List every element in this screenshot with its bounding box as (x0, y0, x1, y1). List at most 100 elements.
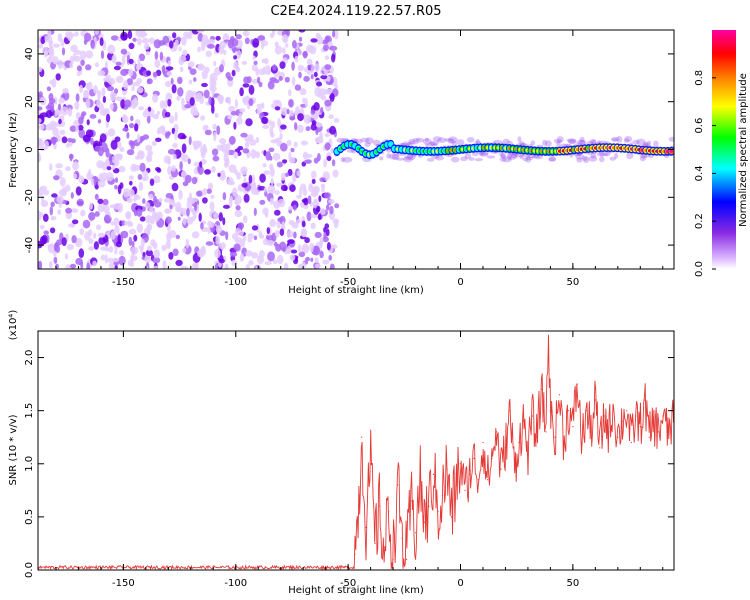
spectrogram-noise-blob (137, 86, 144, 94)
spectrogram-noise-blob (51, 78, 57, 88)
spectrogram-band-halo (336, 137, 345, 143)
spectrogram-noise-blob (289, 116, 296, 121)
spectrogram-noise-blob (191, 263, 197, 269)
snr-data-point (644, 399, 646, 401)
snr-data-point (666, 431, 668, 433)
spectrogram-noise-blob (320, 75, 328, 80)
snr-data-point (536, 436, 538, 438)
spectrogram-noise-blob (79, 84, 83, 94)
spectrogram-noise-blob (293, 141, 298, 148)
spectrogram-noise-blob (328, 199, 335, 204)
spectrogram-noise-blob (253, 207, 257, 216)
spectrogram-noise-blob (49, 163, 53, 171)
x-tick-label: 0 (457, 277, 463, 288)
spectrogram-noise-blob (126, 78, 133, 86)
snr-frame (37, 330, 675, 571)
spectrogram-noise-blob (299, 186, 303, 197)
figure-title: C2E4.2024.119.22.57.R05 (270, 4, 441, 19)
snr-data-point (657, 431, 659, 433)
spectrogram-noise-blob (298, 36, 303, 42)
spectrogram-noise-blob (207, 39, 215, 45)
spectrogram-noise-blob (170, 77, 174, 85)
spectrogram-noise-blob (286, 248, 292, 253)
spectrogram-band-halo (519, 154, 525, 160)
spectrogram-noise-blob (145, 51, 150, 56)
spectrogram-noise-blob (65, 207, 72, 214)
spectrogram-noise-blob (96, 160, 105, 169)
spectrogram-noise-blob (164, 131, 170, 139)
snr-data-point (612, 404, 614, 406)
spectrogram-noise-blob (222, 204, 231, 209)
spectrogram-noise-blob (313, 102, 320, 111)
spectrogram-noise-blob (38, 124, 45, 130)
spectrogram-noise-blob (181, 97, 185, 106)
spectrogram-band-halo (514, 153, 525, 158)
spectrogram-noise-blob (201, 34, 209, 45)
snr-series-line (38, 334, 674, 570)
snr-data-point (410, 500, 412, 502)
spectrogram-noise-blob (162, 260, 167, 269)
spectrogram-noise-blob (282, 159, 288, 164)
spectrogram-noise-blob (110, 91, 116, 102)
spectrogram-noise-blob (89, 114, 97, 119)
spectrogram-band-halo (556, 136, 564, 143)
spectrogram-noise-blob (305, 126, 311, 132)
spectrogram-noise-blob (163, 197, 172, 203)
spectrogram-noise-blob (180, 265, 189, 269)
spectrogram-noise-blob (153, 212, 158, 219)
snr-data-point (540, 388, 543, 390)
spectrogram-noise-blob (269, 197, 274, 205)
spectrogram-band-halo (450, 156, 460, 163)
spectrogram-noise-blob (276, 161, 283, 168)
spectrogram-noise-blob (163, 155, 171, 164)
spectrogram-noise-blob (237, 230, 244, 237)
spectrogram-noise-blob (272, 64, 277, 71)
spectrogram-noise-blob (157, 126, 165, 134)
spectrogram-noise-blob (121, 220, 126, 226)
spectrogram-band-halo (602, 153, 609, 157)
spectrogram-band-halo (582, 155, 588, 161)
spectrogram-noise-blob (70, 208, 79, 213)
spectrogram-noise-blob (319, 131, 323, 140)
spectrogram-noise-blob (298, 30, 306, 33)
spectrogram-noise-blob (244, 37, 250, 45)
spectrogram-noise-blob (135, 64, 142, 71)
snr-data-point (446, 468, 448, 470)
snr-data-point (354, 553, 356, 555)
snr-data-point (437, 511, 439, 513)
spectrogram-noise-blob (197, 249, 205, 258)
spectrogram-noise-blob (313, 245, 321, 256)
spectrogram-noise-blob (298, 251, 306, 258)
spectrogram-noise-blob (188, 79, 193, 85)
spectrogram-noise-blob (178, 189, 183, 200)
spectrogram-band-halo (590, 152, 597, 159)
spectrogram-band-halo (395, 157, 405, 161)
spectrogram-noise-blob (218, 212, 223, 222)
spectrogram-noise-blob (61, 187, 67, 197)
snr-data-point (572, 426, 574, 428)
spectrogram-noise-blob (114, 184, 118, 190)
y-tick-label: 40 (24, 48, 35, 61)
spectrogram-noise-blob (177, 87, 184, 97)
spectrogram-noise-blob (237, 146, 244, 151)
spectrogram-noise-blob (217, 172, 221, 177)
spectrogram-noise-blob (137, 174, 143, 180)
spectrogram-noise-blob (93, 175, 97, 186)
x-tick-label: 50 (567, 277, 580, 288)
spectrogram-noise-blob (243, 193, 250, 203)
spectrogram-noise-blob (38, 152, 41, 162)
spectrogram-noise-blob (144, 43, 150, 50)
snr-data-point (441, 495, 444, 497)
spectrogram-noise-blob (315, 139, 324, 144)
spectrogram-noise-blob (133, 164, 141, 171)
spectrogram-noise-blob (58, 97, 65, 104)
spectrogram-noise-blob (306, 69, 312, 75)
snr-data-point (392, 558, 394, 561)
snr-marks (38, 331, 674, 570)
spectrogram-noise-blob (153, 175, 161, 184)
spectrogram-noise-blob (169, 204, 173, 210)
snr-data-point (509, 410, 511, 412)
spectrogram-noise-blob (83, 90, 90, 99)
spectrogram-noise-blob (117, 234, 121, 244)
spectrogram-noise-blob (321, 185, 325, 193)
